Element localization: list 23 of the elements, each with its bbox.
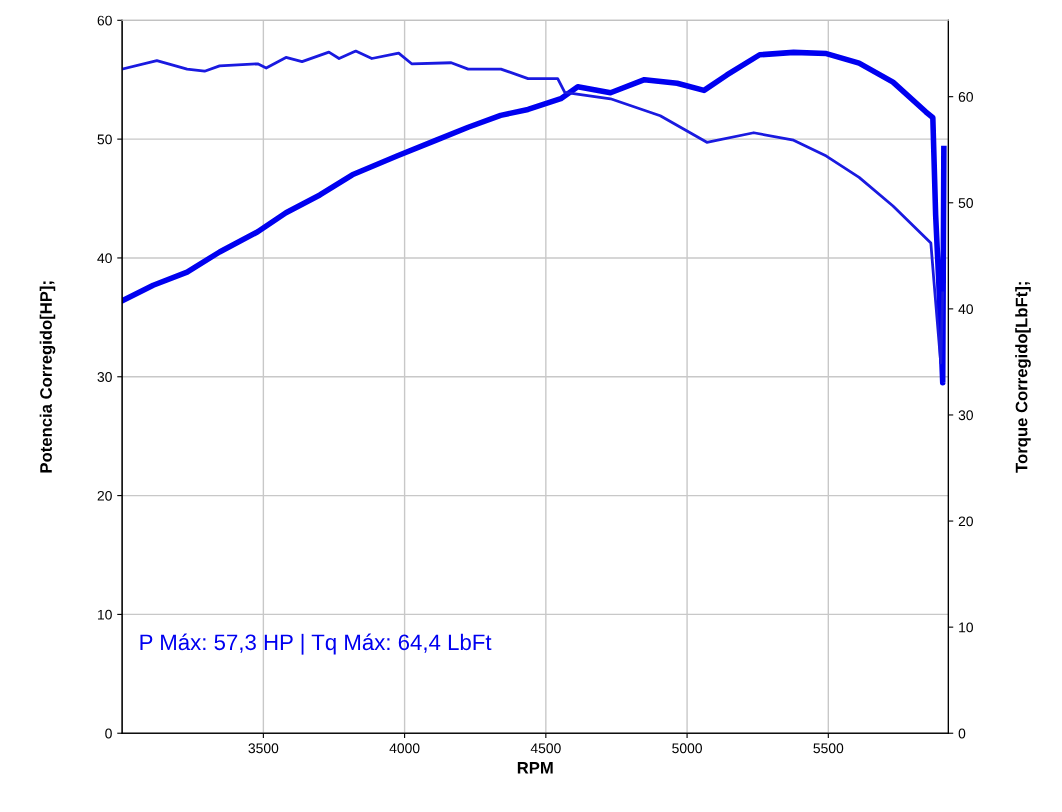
y2-axis-title: Torque Corregido[LbFt]; — [1015, 282, 1031, 473]
y2-tick-label: 40 — [958, 304, 973, 315]
y-tick-label: 50 — [97, 134, 112, 145]
y2-tick-label: 10 — [959, 622, 973, 633]
y2-tick-label: 0 — [958, 728, 966, 739]
y-axis-title: Potencia Corregido[HP]; — [39, 281, 56, 473]
x-tick-label: 3500 — [248, 743, 279, 754]
y-tick-label: 30 — [97, 372, 112, 382]
x-tick-label: 5000 — [672, 743, 702, 754]
y2-tick-label: 30 — [958, 410, 973, 421]
x-tick-label: 5500 — [813, 743, 844, 754]
y-tick-label: 60 — [97, 15, 112, 26]
y-tick-label: 20 — [97, 490, 112, 501]
annotation: P Máx: 57,3 HP | Tq Máx: 64,4 LbFt — [140, 633, 492, 655]
x-tick-label: 4500 — [530, 743, 561, 754]
x-tick-label: 4000 — [389, 743, 420, 754]
y-tick-label: 10 — [98, 609, 112, 620]
y2-tick-label: 60 — [958, 92, 973, 102]
y2-tick-label: 50 — [958, 198, 973, 208]
y2-tick-label: 20 — [958, 516, 973, 527]
y-tick-label: 0 — [105, 728, 112, 739]
x-axis-title: RPM — [517, 762, 553, 774]
y-tick-label: 40 — [97, 253, 112, 264]
